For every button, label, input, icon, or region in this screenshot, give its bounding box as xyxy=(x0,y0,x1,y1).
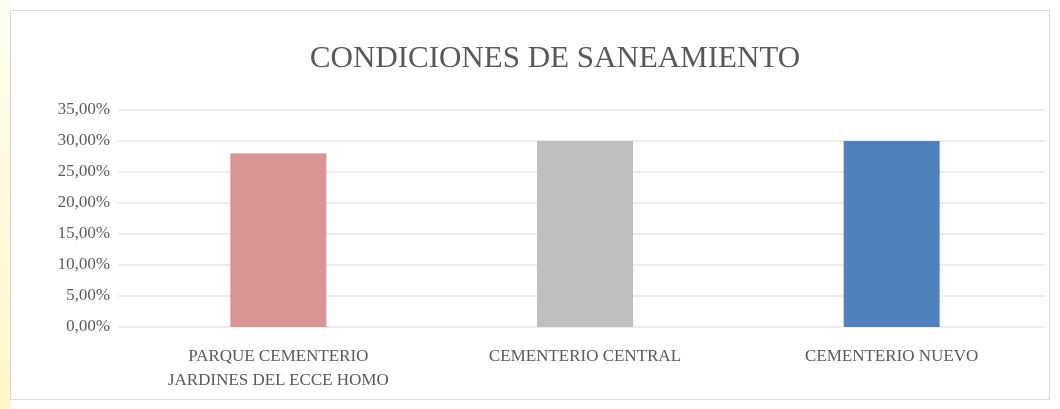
y-tick-label: 0,00% xyxy=(66,316,110,335)
y-tick-label: 15,00% xyxy=(58,223,110,242)
x-tick-label: CEMENTERIO CENTRAL xyxy=(488,346,682,365)
x-tick-label: PARQUE CEMENTERIO JARDINES DEL ECCE HOMO xyxy=(167,346,389,389)
y-tick-label: 35,00% xyxy=(58,99,110,118)
x-tick-label: CEMENTERIO NUEVO xyxy=(805,346,979,365)
y-tick-label: 10,00% xyxy=(58,254,110,273)
y-tick-label: 5,00% xyxy=(66,285,110,304)
y-tick-label: 30,00% xyxy=(58,130,110,149)
side-strip xyxy=(0,0,10,409)
y-tick-label: 25,00% xyxy=(58,161,110,180)
chart-title: CONDICIONES DE SANEAMIENTO xyxy=(310,39,800,74)
bar xyxy=(230,153,327,327)
bar xyxy=(537,141,633,327)
y-tick-label: 20,00% xyxy=(58,192,110,211)
bar xyxy=(843,141,940,327)
